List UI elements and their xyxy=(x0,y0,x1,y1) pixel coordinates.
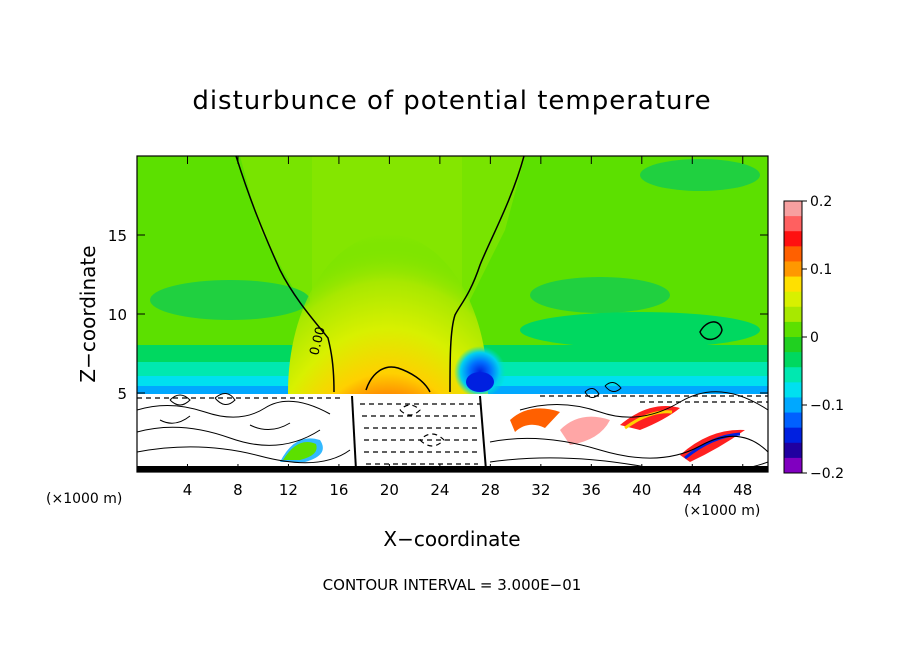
colorbar-swatch xyxy=(784,352,802,368)
colorbar-tick-label: 0.1 xyxy=(810,262,832,278)
colorbar-swatch xyxy=(784,337,802,353)
colorbar-labels: 0.2 0.1 0 −0.1 −0.2 xyxy=(802,194,844,482)
colorbar-swatch xyxy=(784,276,802,293)
y-tick-label: 10 xyxy=(108,306,127,324)
colorbar-swatch xyxy=(784,306,802,323)
y-axis-ticks: 5 10 15 xyxy=(108,227,768,403)
x-tick-label: 44 xyxy=(683,481,702,499)
colorbar-swatch xyxy=(784,427,802,444)
x-axis-unit-left: (×1000 m) xyxy=(46,491,123,507)
x-tick-label: 8 xyxy=(233,481,243,499)
x-tick-label: 16 xyxy=(329,481,348,499)
colorbar-swatch xyxy=(784,216,802,232)
x-tick-label: 36 xyxy=(582,481,601,499)
colorbar-swatch xyxy=(784,367,802,383)
colorbar-tick-label: 0 xyxy=(810,330,819,346)
colorbar-swatch xyxy=(784,291,802,308)
colorbar-tick-label: −0.1 xyxy=(810,398,844,414)
colorbar xyxy=(783,200,803,474)
colorbar-swatch xyxy=(784,397,802,414)
x-tick-label: 40 xyxy=(632,481,651,499)
x-tick-label: 20 xyxy=(380,481,399,499)
x-tick-label: 24 xyxy=(430,481,449,499)
colorbar-swatch xyxy=(784,382,802,398)
x-tick-label: 12 xyxy=(279,481,298,499)
contour-interval: CONTOUR INTERVAL = 3.000E−01 xyxy=(322,576,582,594)
colorbar-swatch xyxy=(784,201,802,217)
colorbar-tick-label: 0.2 xyxy=(810,194,832,210)
y-axis-label: Z−coordinate xyxy=(76,245,100,382)
y-tick-label: 15 xyxy=(108,227,127,245)
heatmap-field xyxy=(137,156,768,472)
colorbar-swatch xyxy=(784,231,802,247)
x-tick-label: 28 xyxy=(481,481,500,499)
x-tick-label: 4 xyxy=(183,481,193,499)
chart-title: disturbunce of potential temperature xyxy=(192,86,712,116)
colorbar-swatch xyxy=(784,412,802,429)
colorbar-swatch xyxy=(784,246,802,262)
contour-label: 0.00 xyxy=(307,325,329,357)
colorbar-tick-label: −0.2 xyxy=(810,466,844,482)
colorbar-swatch xyxy=(784,321,802,338)
x-axis-ticks: 4 8 12 16 20 24 28 32 36 40 44 48 xyxy=(183,156,752,499)
colorbar-swatch xyxy=(784,442,802,459)
colorbar-swatch xyxy=(784,457,802,474)
y-tick-label: 5 xyxy=(117,385,127,403)
x-axis-label: X−coordinate xyxy=(383,527,521,551)
x-tick-label: 48 xyxy=(733,481,752,499)
colorbar-swatch xyxy=(784,261,802,278)
x-axis-unit-right: (×1000 m) xyxy=(684,503,761,519)
x-tick-label: 32 xyxy=(531,481,550,499)
